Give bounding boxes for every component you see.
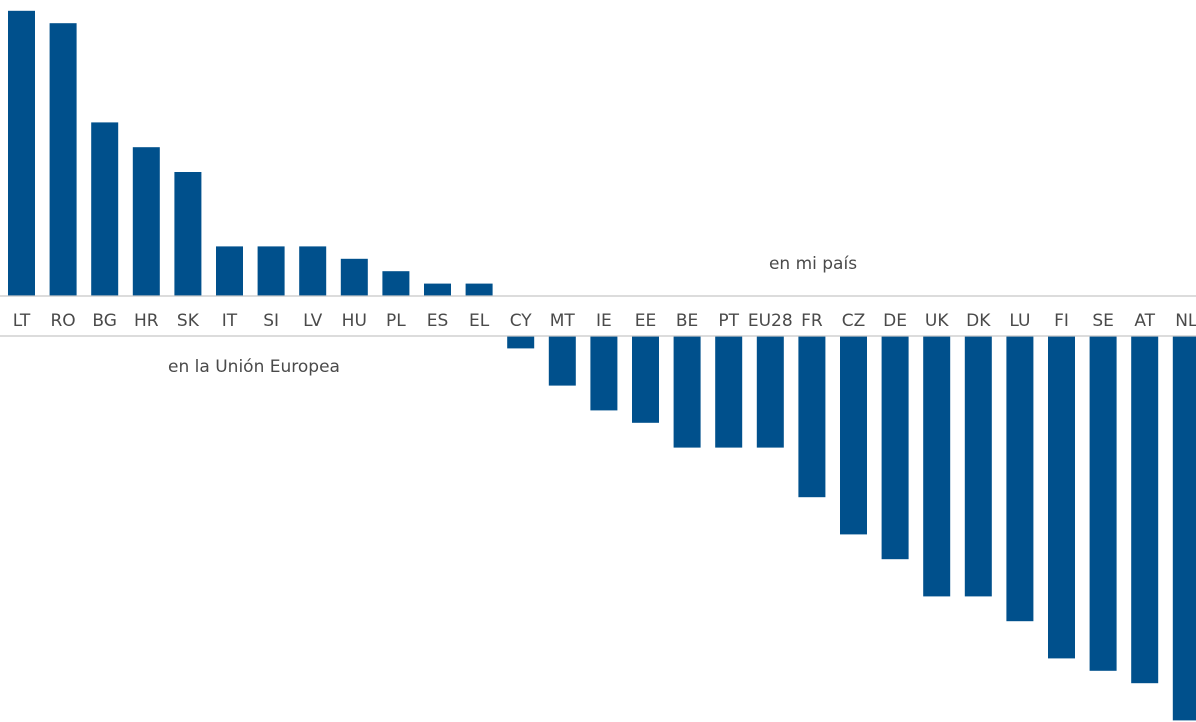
- category-label-cz: CZ: [842, 311, 866, 331]
- category-label-el: EL: [469, 311, 490, 331]
- category-label-at: AT: [1134, 311, 1155, 331]
- category-label-ro: RO: [50, 311, 75, 331]
- category-label-bg: BG: [92, 311, 117, 331]
- bar-es: [424, 283, 451, 296]
- category-label-si: SI: [263, 311, 279, 331]
- category-label-uk: UK: [925, 311, 949, 331]
- category-label-es: ES: [427, 311, 449, 331]
- bar-ro: [49, 23, 77, 296]
- bar-bg: [91, 122, 119, 297]
- category-label-ie: IE: [596, 311, 612, 331]
- bar-at: [1131, 336, 1159, 684]
- category-label-mt: MT: [550, 311, 576, 331]
- category-label-lt: LT: [13, 311, 31, 331]
- bar-pt: [715, 336, 743, 448]
- bar-fr: [798, 336, 826, 498]
- category-label-be: BE: [676, 311, 698, 331]
- category-label-lv: LV: [303, 311, 323, 331]
- bar-eu28: [756, 336, 784, 448]
- category-label-it: IT: [222, 311, 238, 331]
- category-label-cy: CY: [510, 311, 533, 331]
- category-label-hr: HR: [134, 311, 159, 331]
- bar-hu: [340, 258, 368, 296]
- bar-mt: [548, 336, 576, 386]
- bar-lu: [1006, 336, 1034, 622]
- bar-it: [216, 246, 243, 296]
- bar-si: [257, 246, 285, 296]
- bar-cy: [507, 336, 535, 349]
- bar-pl: [382, 271, 410, 296]
- bar-lt: [8, 10, 35, 297]
- bars-group: [8, 10, 1196, 721]
- bar-be: [673, 336, 701, 448]
- bar-ie: [590, 336, 618, 411]
- category-label-sk: SK: [177, 311, 200, 331]
- bar-ee: [632, 336, 659, 423]
- category-label-fi: FI: [1054, 311, 1069, 331]
- bar-dk: [964, 336, 992, 597]
- category-label-hu: HU: [342, 311, 367, 331]
- category-label-ee: EE: [635, 311, 656, 331]
- category-label-dk: DK: [966, 311, 991, 331]
- bar-uk: [923, 336, 951, 597]
- bar-fi: [1048, 336, 1075, 659]
- category-label-nl: NL: [1175, 311, 1196, 331]
- category-label-se: SE: [1092, 311, 1114, 331]
- positive-side-annotation: en mi país: [769, 254, 857, 274]
- category-label-pl: PL: [386, 311, 406, 331]
- category-label-pt: PT: [718, 311, 739, 331]
- bar-hr: [132, 147, 160, 296]
- bar-se: [1089, 336, 1117, 671]
- category-label-de: DE: [883, 311, 907, 331]
- negative-side-annotation: en la Unión Europea: [168, 357, 340, 377]
- category-label-eu28: EU28: [748, 311, 793, 331]
- bar-de: [881, 336, 909, 560]
- category-labels-group: LT RO BG HR SK IT SI LV HU PL ES EL CY MT IE EE BE PT EU28…: [13, 311, 1196, 331]
- bar-cz: [840, 336, 867, 535]
- bar-lv: [299, 246, 327, 296]
- category-label-lu: LU: [1009, 311, 1030, 331]
- category-label-fr: FR: [801, 311, 823, 331]
- bar-sk: [174, 172, 202, 296]
- bar-nl: [1172, 336, 1196, 721]
- bar-el: [465, 283, 493, 296]
